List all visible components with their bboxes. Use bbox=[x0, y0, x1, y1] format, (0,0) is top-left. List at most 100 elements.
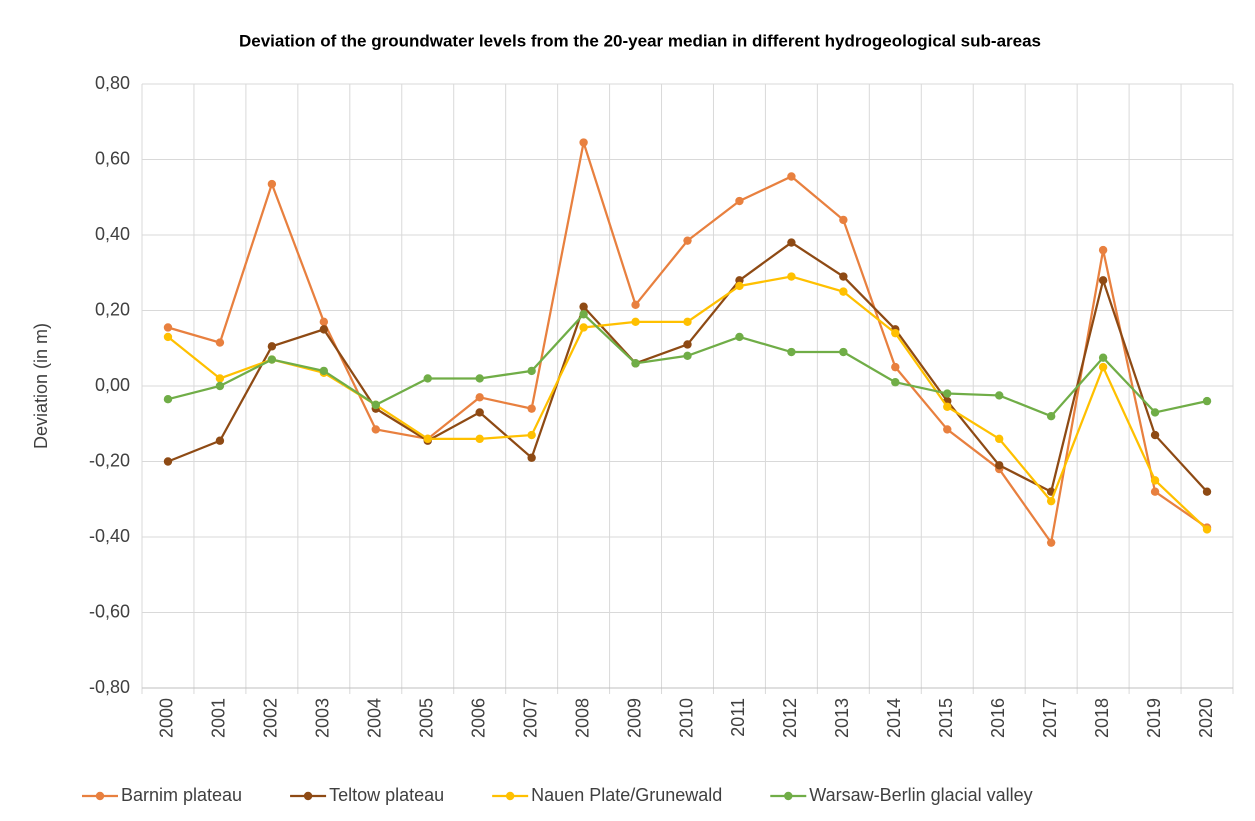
data-point bbox=[527, 430, 536, 440]
data-point bbox=[735, 196, 744, 206]
x-tick-label: 2012 bbox=[780, 698, 800, 738]
data-point bbox=[943, 425, 952, 434]
x-tick-label: 2008 bbox=[572, 698, 592, 738]
data-point bbox=[475, 393, 484, 402]
data-point bbox=[371, 425, 380, 434]
data-point bbox=[163, 395, 173, 404]
x-tick-label: 2015 bbox=[936, 698, 956, 738]
data-point bbox=[839, 215, 848, 225]
y-axis-label: Deviation (in m) bbox=[31, 323, 51, 449]
data-point bbox=[527, 404, 536, 413]
legend-marker bbox=[784, 791, 793, 801]
x-tick-label: 2002 bbox=[261, 698, 281, 738]
data-point bbox=[423, 434, 432, 444]
data-point bbox=[579, 310, 588, 319]
legend-marker bbox=[505, 791, 515, 801]
data-point bbox=[1046, 538, 1056, 547]
data-point bbox=[1202, 487, 1212, 496]
x-tick-label: 2000 bbox=[157, 698, 177, 738]
data-point bbox=[1098, 276, 1108, 285]
x-tick-label: 2017 bbox=[1040, 698, 1060, 738]
data-point bbox=[891, 378, 900, 387]
y-tick-label: -0,20 bbox=[89, 450, 130, 470]
data-point bbox=[163, 332, 173, 342]
x-tick-label: 2003 bbox=[313, 698, 333, 738]
x-tick-label: 2010 bbox=[676, 698, 696, 738]
data-point bbox=[943, 389, 952, 398]
data-point bbox=[683, 351, 692, 360]
data-point bbox=[1098, 362, 1108, 372]
data-point bbox=[1150, 487, 1160, 496]
legend-marker bbox=[303, 791, 313, 801]
data-point bbox=[319, 325, 329, 334]
legend-label: Nauen Plate/Grunewald bbox=[531, 785, 722, 805]
y-tick-label: 0,80 bbox=[95, 73, 130, 93]
data-point bbox=[631, 317, 640, 327]
data-point bbox=[735, 281, 744, 291]
data-point bbox=[423, 374, 432, 383]
data-point bbox=[631, 359, 640, 368]
x-tick-label: 2018 bbox=[1092, 698, 1112, 738]
data-point bbox=[995, 391, 1004, 400]
data-point bbox=[1046, 412, 1056, 421]
data-point bbox=[319, 317, 329, 327]
legend-label: Warsaw-Berlin glacial valley bbox=[809, 785, 1032, 805]
y-tick-label: -0,40 bbox=[89, 526, 130, 546]
x-tick-label: 2001 bbox=[209, 698, 229, 738]
y-tick-label: 0,40 bbox=[95, 224, 130, 244]
data-point bbox=[891, 328, 900, 338]
x-tick-label: 2004 bbox=[365, 698, 385, 738]
data-point bbox=[215, 338, 225, 347]
x-tick-label: 2013 bbox=[832, 698, 852, 738]
data-point bbox=[631, 300, 640, 310]
data-point bbox=[475, 374, 484, 383]
x-tick-label: 2014 bbox=[884, 698, 904, 738]
data-point bbox=[215, 374, 225, 383]
data-point bbox=[163, 323, 173, 332]
data-point bbox=[475, 434, 484, 444]
data-point bbox=[683, 236, 692, 245]
x-tick-label: 2019 bbox=[1144, 698, 1164, 738]
legend-label: Barnim plateau bbox=[121, 785, 242, 805]
data-point bbox=[163, 457, 173, 466]
data-point bbox=[839, 272, 848, 281]
data-point bbox=[735, 332, 744, 342]
data-point bbox=[787, 272, 796, 281]
data-point bbox=[579, 138, 588, 147]
data-point bbox=[267, 355, 277, 364]
data-point bbox=[215, 381, 225, 391]
x-tick-label: 2016 bbox=[988, 698, 1008, 738]
data-point bbox=[1202, 525, 1212, 534]
data-point bbox=[527, 366, 536, 376]
x-tick-label: 2020 bbox=[1196, 698, 1216, 738]
data-point bbox=[787, 238, 796, 247]
data-point bbox=[1150, 408, 1160, 417]
data-point bbox=[319, 366, 329, 376]
x-tick-label: 2007 bbox=[520, 698, 540, 738]
data-point bbox=[1202, 396, 1212, 406]
y-tick-label: -0,80 bbox=[89, 677, 130, 697]
data-point bbox=[527, 453, 536, 462]
y-tick-label: 0,60 bbox=[95, 148, 130, 168]
legend-label: Teltow plateau bbox=[329, 785, 444, 805]
data-point bbox=[943, 402, 952, 411]
data-point bbox=[787, 172, 796, 181]
data-point bbox=[1098, 245, 1108, 255]
data-point bbox=[683, 340, 692, 349]
data-point bbox=[1150, 430, 1160, 440]
y-tick-label: -0,60 bbox=[89, 601, 130, 621]
data-point bbox=[995, 434, 1004, 444]
y-tick-label: 0,20 bbox=[95, 299, 130, 319]
data-point bbox=[579, 323, 588, 332]
data-point bbox=[839, 347, 848, 357]
x-tick-label: 2005 bbox=[416, 698, 436, 738]
data-point bbox=[683, 317, 692, 327]
data-point bbox=[371, 400, 380, 410]
data-point bbox=[995, 461, 1004, 470]
legend-marker bbox=[95, 791, 105, 801]
data-point bbox=[215, 436, 225, 445]
data-point bbox=[579, 302, 588, 311]
data-point bbox=[787, 347, 796, 357]
